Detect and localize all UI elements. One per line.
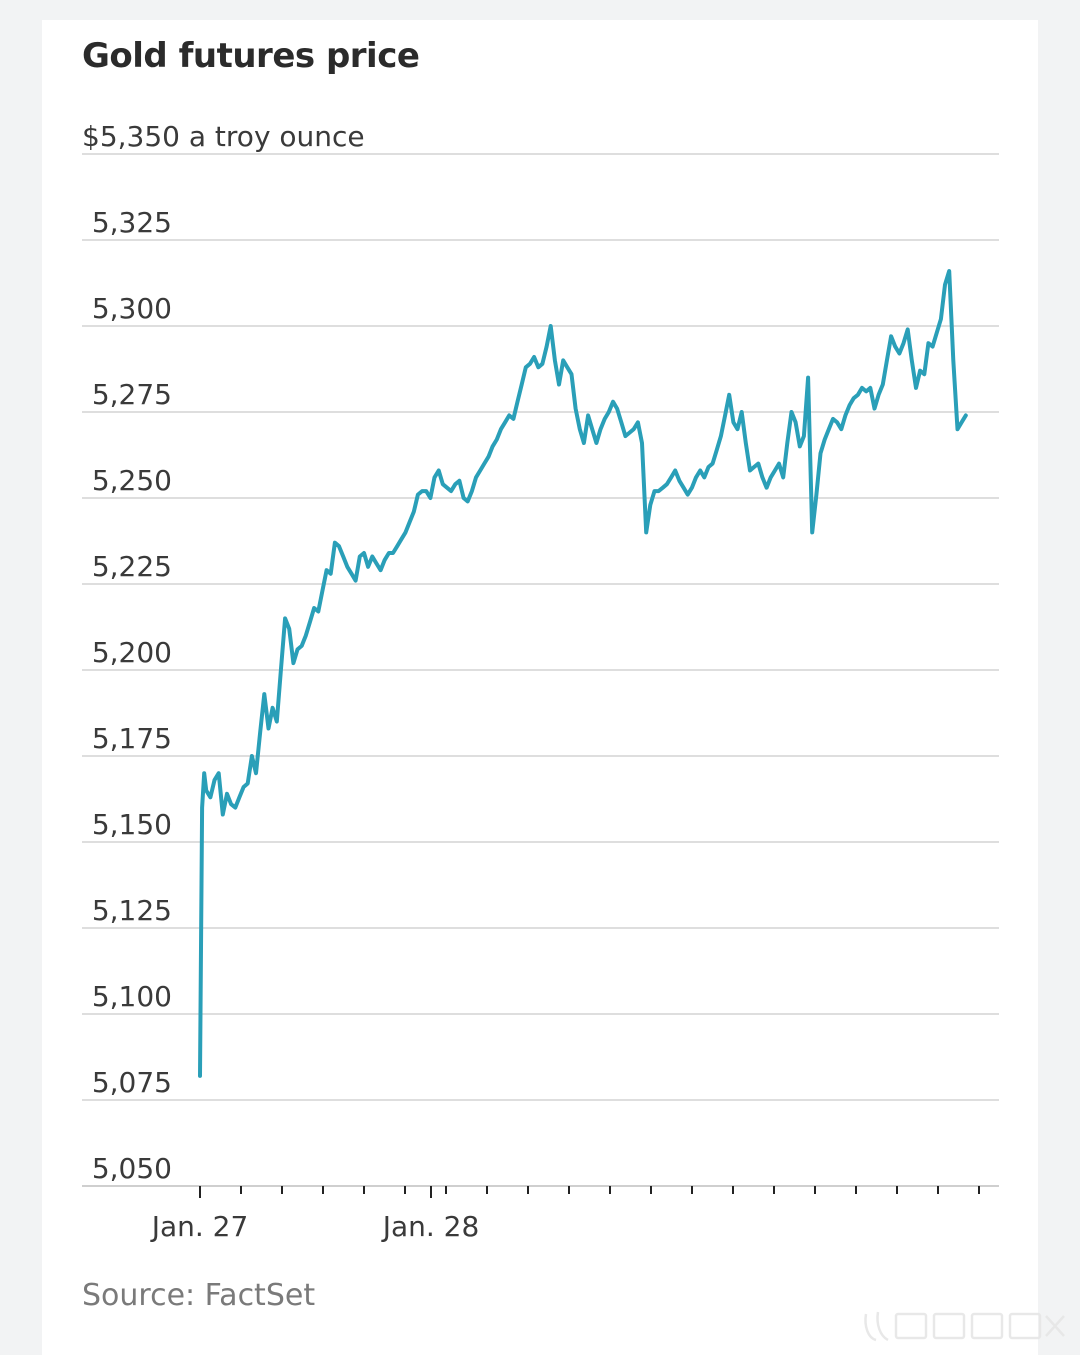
- y-tick-label: 5,200: [92, 636, 172, 669]
- chart-card: Gold futures price $5,350 a troy ounce 5,…: [42, 20, 1038, 1355]
- y-axis-top-label: $5,350 a troy ounce: [82, 120, 365, 153]
- y-tick-label: 5,050: [92, 1152, 172, 1185]
- y-tick-label: 5,225: [92, 550, 172, 583]
- y-tick-label: 5,300: [92, 292, 172, 325]
- price-line: [198, 269, 968, 1078]
- source-note: Source: FactSet: [82, 1278, 316, 1313]
- x-tick-label: Jan. 28: [381, 1210, 480, 1243]
- x-tick-label: Jan. 27: [150, 1210, 249, 1243]
- y-axis-labels: $5,350 a troy ounce 5,325 5,300 5,275 5,250 5…: [82, 120, 365, 1185]
- chart-plot: $5,350 a troy ounce 5,325 5,300 5,275 5,250 5…: [82, 120, 999, 1243]
- x-axis: Jan. 27 Jan. 28: [82, 1185, 999, 1243]
- y-tick-label: 5,275: [92, 378, 172, 411]
- y-tick-label: 5,075: [92, 1066, 172, 1099]
- chart-title: Gold futures price: [82, 36, 420, 76]
- y-tick-label: 5,100: [92, 980, 172, 1013]
- y-tick-label: 5,150: [92, 808, 172, 841]
- y-tick-label: 5,250: [92, 464, 172, 497]
- y-tick-label: 5,125: [92, 894, 172, 927]
- y-tick-label: 5,325: [92, 206, 172, 239]
- weibo-watermark-logo: [864, 1311, 1065, 1342]
- gridlines: [82, 153, 999, 1101]
- y-tick-label: 5,175: [92, 722, 172, 755]
- price-series: [198, 269, 968, 1078]
